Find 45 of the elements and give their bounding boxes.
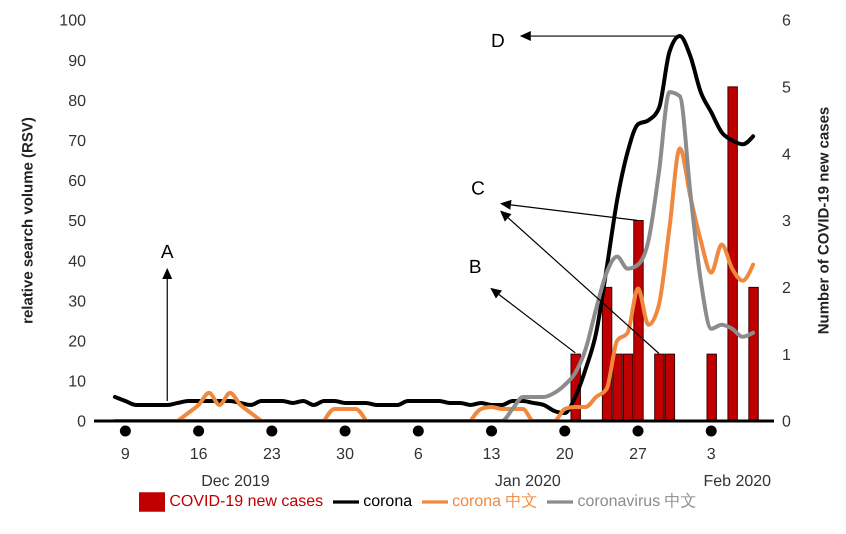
x-tick-label: 6 <box>414 446 423 463</box>
y2-tick-label: 2 <box>782 280 791 298</box>
legend-label: COVID-19 new cases <box>169 493 324 510</box>
legend-label: corona <box>363 493 412 510</box>
y2-tick-label: 4 <box>782 146 791 164</box>
y-tick-label: 40 <box>68 253 86 270</box>
y-tick-label: 20 <box>68 333 86 350</box>
y-tick-label: 30 <box>68 293 86 310</box>
line-series <box>112 90 756 421</box>
y-tick-label: 50 <box>68 213 86 230</box>
x-tick-label: 30 <box>336 446 354 463</box>
y2-tick-label: 6 <box>782 12 791 30</box>
y-tick-label: 70 <box>68 132 86 150</box>
x-tick-label: 16 <box>190 446 208 463</box>
y-tick-label: 90 <box>68 52 86 70</box>
x-tick-label: 13 <box>482 446 501 463</box>
y-axis-title: relative search volume (RSV) <box>19 117 36 324</box>
x-tick-label: 9 <box>120 446 130 463</box>
y-tick-label: 0 <box>77 414 86 431</box>
annotation: A <box>160 242 174 263</box>
x-tick-label: 20 <box>556 446 574 463</box>
line-series <box>112 34 756 415</box>
bar <box>727 86 738 421</box>
y-tick-label: 60 <box>68 173 86 190</box>
y2-tick-label: 3 <box>782 213 791 230</box>
text: Feb 2020 <box>703 473 772 490</box>
legend-label: coronavirus 中文 <box>577 493 697 510</box>
annotation: B <box>468 256 482 278</box>
y-tick-label: 80 <box>68 92 86 110</box>
y-tick-label: 100 <box>59 12 86 30</box>
y2-tick-label: 1 <box>782 346 791 364</box>
y-tick-label: 10 <box>68 374 86 391</box>
legend-label: corona 中文 <box>452 493 538 510</box>
text: Dec 2019 <box>201 473 270 490</box>
x-tick-label: 27 <box>629 446 647 463</box>
y2-axis-title: Number of COVID-19 new cases <box>815 106 832 334</box>
y2-tick-label: 0 <box>782 414 791 431</box>
bar <box>748 286 759 421</box>
annotation: D <box>490 31 505 52</box>
x-tick-label: 3 <box>706 446 716 463</box>
annotation: C <box>471 178 485 200</box>
x-tick-label: 23 <box>262 446 281 463</box>
bar <box>706 354 717 421</box>
text: Jan 2020 <box>494 473 561 490</box>
y2-tick-label: 5 <box>782 80 791 97</box>
